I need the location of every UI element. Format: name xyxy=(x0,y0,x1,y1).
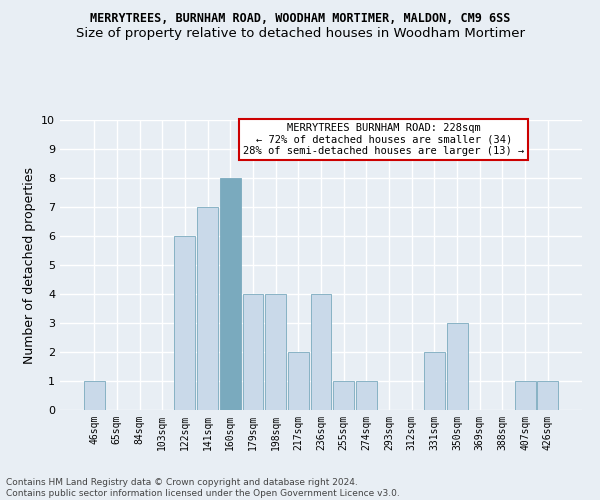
Bar xyxy=(288,352,309,410)
Bar xyxy=(515,381,536,410)
Bar xyxy=(446,323,467,410)
Bar xyxy=(311,294,331,410)
Bar xyxy=(197,207,218,410)
Bar xyxy=(84,381,104,410)
Bar xyxy=(538,381,558,410)
Bar xyxy=(424,352,445,410)
Bar xyxy=(333,381,354,410)
Bar xyxy=(265,294,286,410)
Y-axis label: Number of detached properties: Number of detached properties xyxy=(23,166,35,364)
Bar xyxy=(175,236,196,410)
Bar xyxy=(242,294,263,410)
Bar xyxy=(220,178,241,410)
Text: MERRYTREES BURNHAM ROAD: 228sqm
← 72% of detached houses are smaller (34)
28% of: MERRYTREES BURNHAM ROAD: 228sqm ← 72% of… xyxy=(243,123,524,156)
Text: Size of property relative to detached houses in Woodham Mortimer: Size of property relative to detached ho… xyxy=(76,28,524,40)
Text: MERRYTREES, BURNHAM ROAD, WOODHAM MORTIMER, MALDON, CM9 6SS: MERRYTREES, BURNHAM ROAD, WOODHAM MORTIM… xyxy=(90,12,510,26)
Bar xyxy=(356,381,377,410)
Text: Contains HM Land Registry data © Crown copyright and database right 2024.
Contai: Contains HM Land Registry data © Crown c… xyxy=(6,478,400,498)
